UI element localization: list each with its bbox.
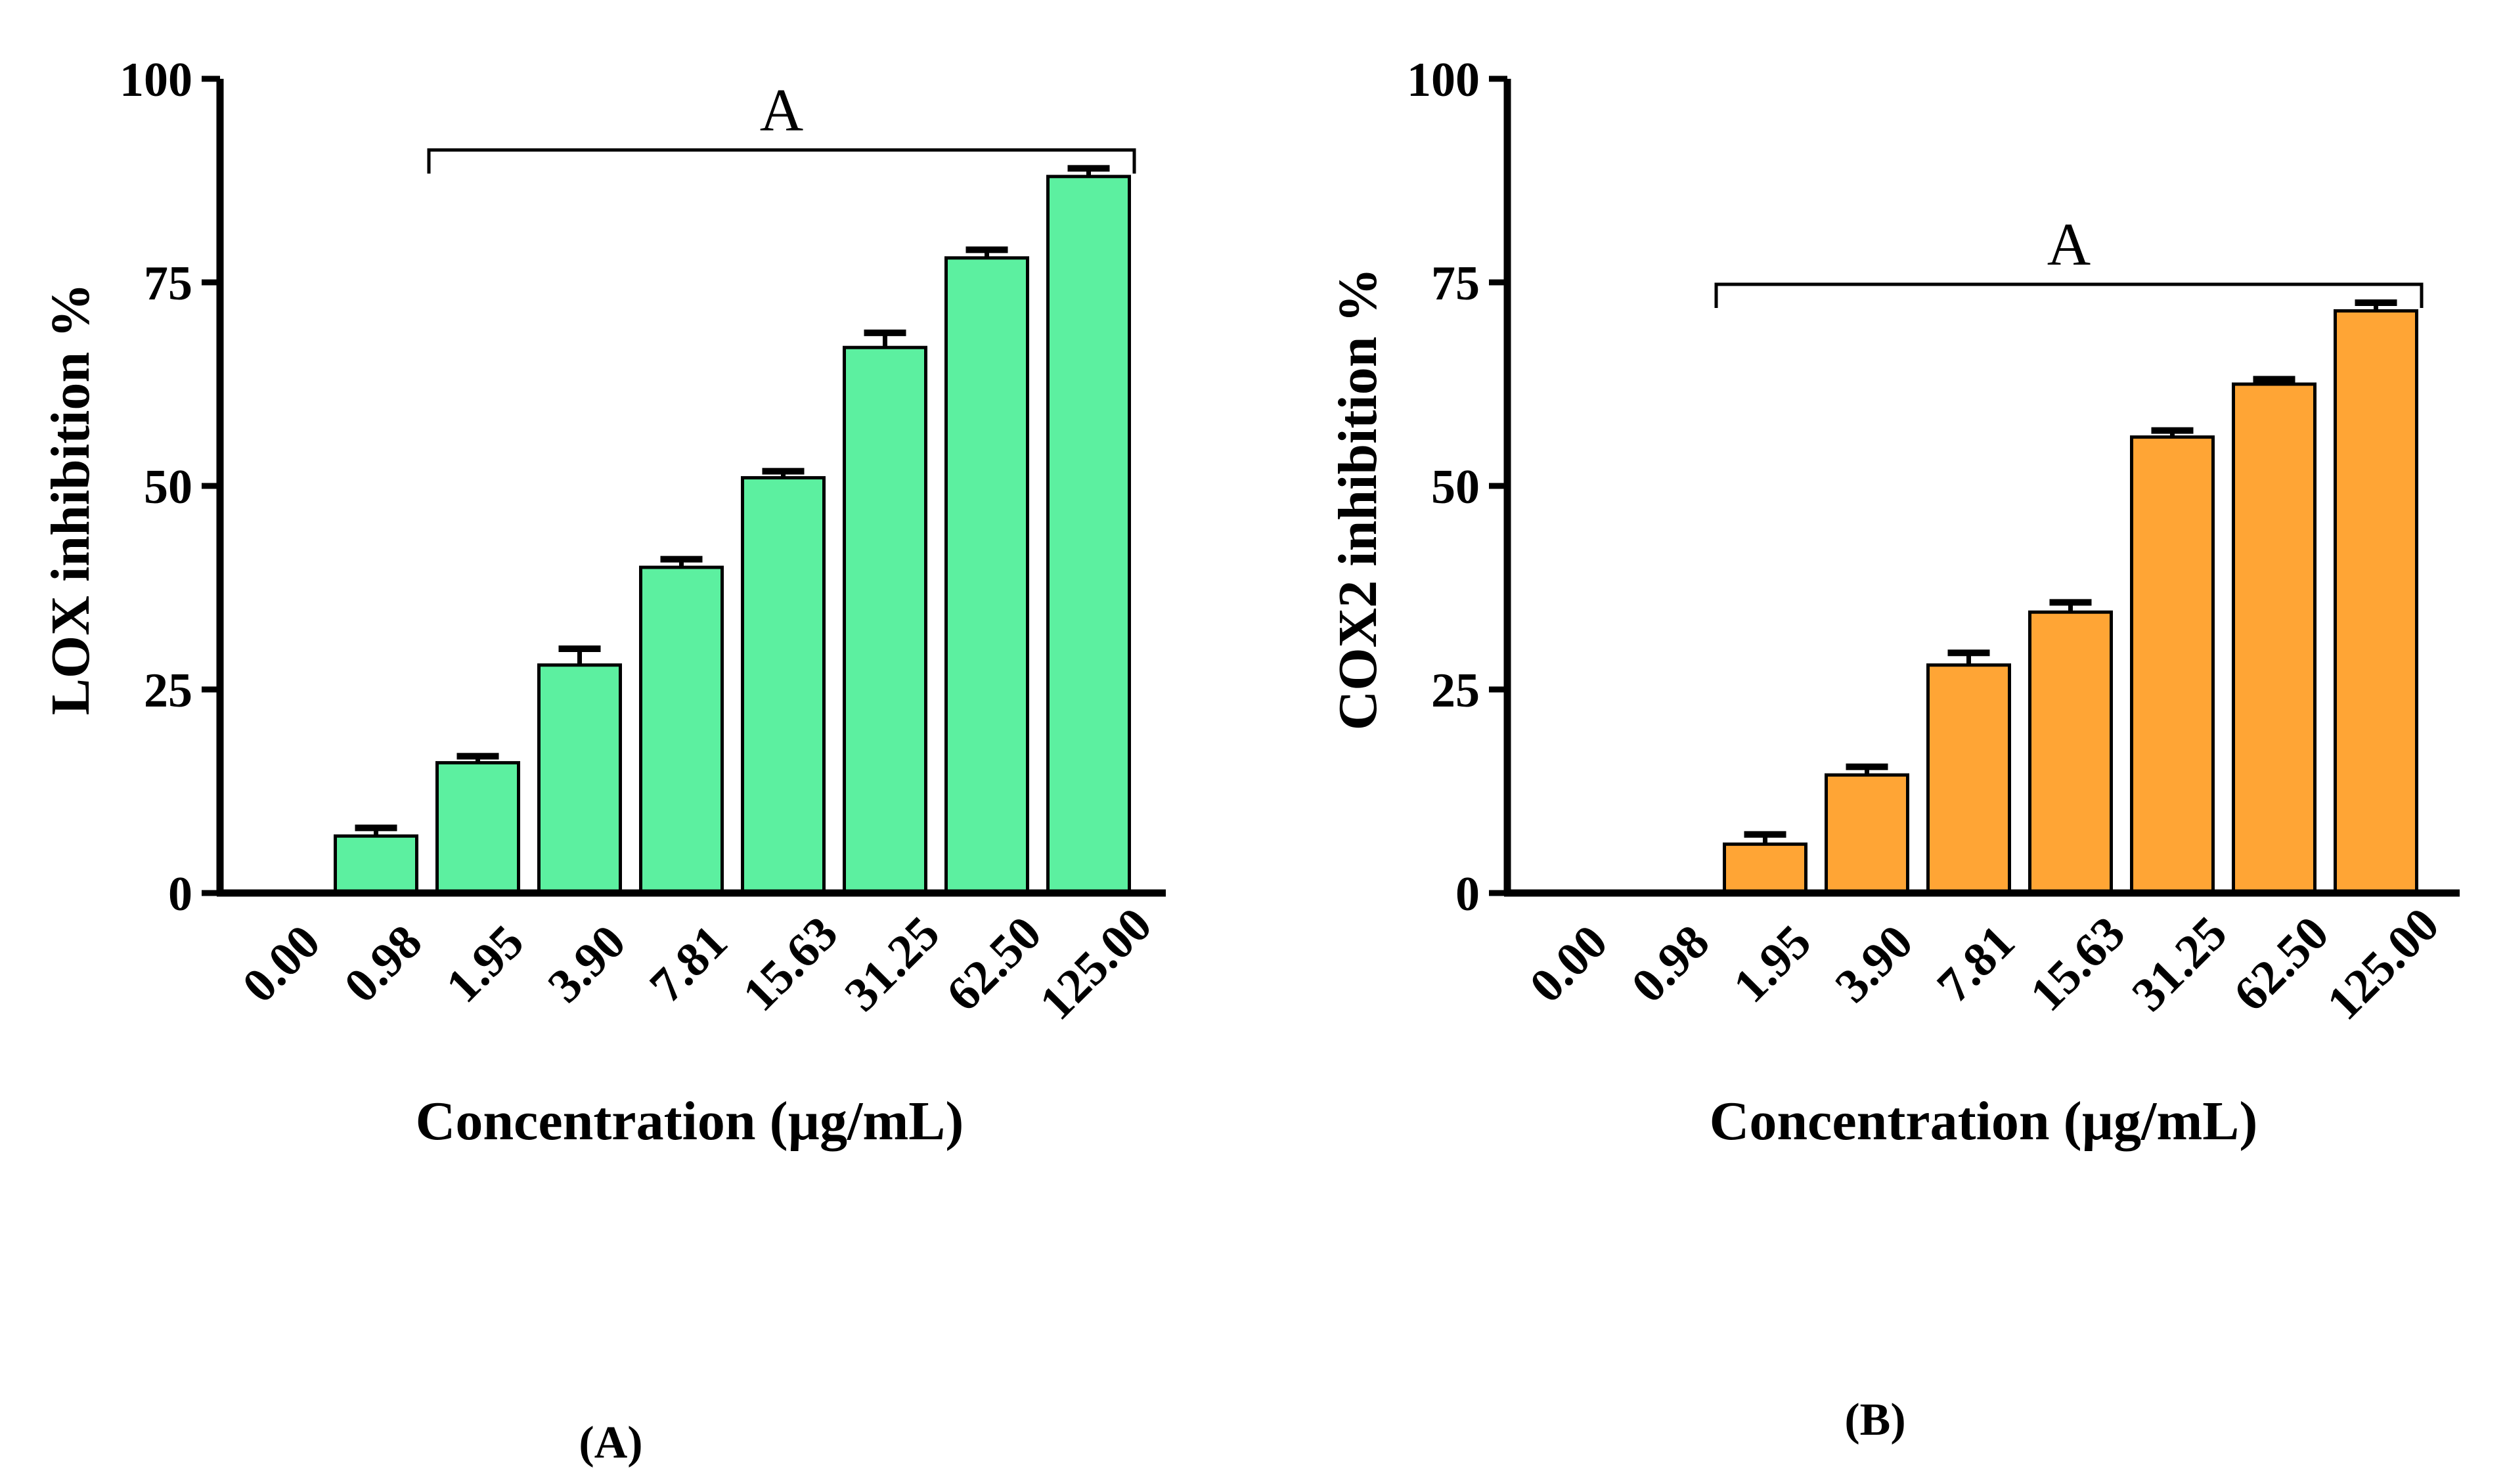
y-axis-title: LOX inhibition % <box>40 283 101 715</box>
bar-0.98 <box>334 834 418 895</box>
x-tick-label: 125.00 <box>2317 898 2450 1030</box>
y-tick-label: 50 <box>1431 460 1480 514</box>
significance-bracket: A <box>427 76 1136 174</box>
bar-7.81 <box>639 565 724 895</box>
x-tick-label: 3.90 <box>1825 915 1924 1013</box>
x-tick-label: 31.25 <box>835 906 950 1022</box>
x-tick-label: 7.81 <box>1927 915 2026 1013</box>
x-tick-label: 15.63 <box>733 906 849 1022</box>
x-tick-label: 3.90 <box>538 915 636 1013</box>
x-tick-label: 7.81 <box>640 915 738 1013</box>
x-tick-label: 31.25 <box>2122 906 2238 1022</box>
bracket-label: A <box>760 76 803 143</box>
chart-panel-a: 0.00 0.98 1.95 3.90 7.8115.6331.2562.50125.0… <box>40 53 1166 1468</box>
y-tick-label: 100 <box>1407 53 1480 107</box>
bar-15.63 <box>2028 610 2113 895</box>
significance-bracket: A <box>1714 211 2424 308</box>
bracket-label: A <box>2047 211 2091 278</box>
y-tick-label: 25 <box>144 664 192 718</box>
y-tick-label: 75 <box>1431 257 1480 311</box>
x-tick-label: 1.95 <box>1723 915 1822 1013</box>
bracket-line <box>1714 282 2424 308</box>
y-tick-label: 0 <box>168 867 192 921</box>
x-tick-label: 62.50 <box>2224 906 2339 1022</box>
bar-7.81 <box>1926 663 2011 895</box>
y-axis-title: COX2 inhibition % <box>1327 268 1388 731</box>
x-tick-label: 15.63 <box>2020 906 2136 1022</box>
bar-1.95 <box>1723 842 1807 895</box>
x-tick-label: 125.00 <box>1030 898 1163 1030</box>
x-tick-label: 0.98 <box>334 915 433 1013</box>
x-tick-label: 0.98 <box>1622 915 1720 1013</box>
bar-62.50 <box>944 256 1029 895</box>
bar-31.25 <box>843 345 927 895</box>
panel-label-b: (B) <box>1844 1395 1905 1445</box>
x-tick-label: 1.95 <box>436 915 535 1013</box>
bar-125.00 <box>1046 175 1131 895</box>
bar-1.95 <box>435 761 520 895</box>
bar-3.90 <box>1825 773 1909 895</box>
x-axis-title: Concentration (µg/mL) <box>416 1091 964 1152</box>
y-tick-label: 100 <box>120 53 192 107</box>
bracket-line <box>427 148 1136 174</box>
bar-125.00 <box>2334 309 2418 895</box>
x-tick-label: 0.00 <box>1520 915 1618 1013</box>
y-tick-label: 50 <box>144 460 192 514</box>
bar-15.63 <box>741 476 826 895</box>
bar-62.50 <box>2232 382 2317 895</box>
y-tick-label: 25 <box>1431 664 1480 718</box>
bars-group <box>334 165 1131 895</box>
y-tick-label: 75 <box>144 257 192 311</box>
bar-3.90 <box>537 663 622 895</box>
y-tick-label: 0 <box>1455 867 1480 921</box>
panel-label-a: (A) <box>579 1418 642 1468</box>
bars-group <box>1723 299 2418 895</box>
bar-31.25 <box>2130 435 2215 895</box>
x-axis-title: Concentration (µg/mL) <box>1710 1091 2258 1152</box>
chart-panel-b: 0.00 0.98 1.95 3.90 7.8115.6331.2562.50125.0… <box>1327 53 2460 1445</box>
x-tick-label: 62.50 <box>937 906 1052 1022</box>
x-tick-label: 0.00 <box>233 915 331 1013</box>
